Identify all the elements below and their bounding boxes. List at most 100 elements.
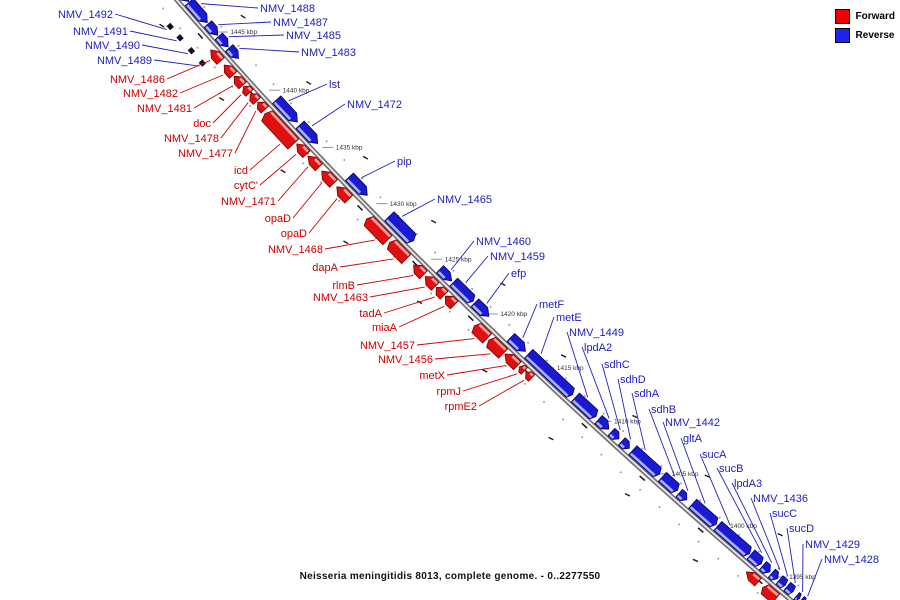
gene-glyph-nmv-1463[interactable] (424, 276, 440, 291)
gene-label-nmv-1485[interactable]: NMV_1485 (286, 30, 341, 42)
gene-label-metx[interactable]: metX (419, 370, 445, 382)
gene-glyph-rlmb[interactable] (413, 264, 428, 280)
gene-label-nmv-1481[interactable]: NMV_1481 (137, 103, 192, 115)
gene-glyph-cytc-[interactable] (296, 143, 311, 159)
gene-glyph-sdhb[interactable] (658, 471, 680, 494)
gene-label-nmv-1486[interactable]: NMV_1486 (110, 74, 165, 86)
gene-label-sucd[interactable]: sucD (789, 523, 814, 535)
gene-glyph-nmv-1481[interactable] (233, 75, 247, 90)
gene-label-sdha[interactable]: sdhA (634, 388, 660, 400)
gene-label-lst[interactable]: lst (329, 79, 340, 91)
gene-label-nmv-1492[interactable]: NMV_1492 (58, 9, 113, 21)
gene-label-nmv-1472[interactable]: NMV_1472 (347, 99, 402, 111)
gene-glyph-nmv-1471[interactable] (307, 155, 323, 172)
gene-label-sucb[interactable]: sucB (719, 463, 743, 475)
gene-label-nmv-1488[interactable]: NMV_1488 (260, 3, 315, 15)
gene-label-nmv-1490[interactable]: NMV_1490 (85, 40, 140, 52)
gene-glyph-opad[interactable] (321, 170, 338, 188)
gene-glyph-mete[interactable] (524, 348, 575, 398)
gene-glyph-nmv-1428[interactable] (799, 596, 807, 600)
gene-label-nmv-1487[interactable]: NMV_1487 (273, 17, 328, 29)
gene-glyph-nmv-1483[interactable] (224, 44, 239, 59)
gene-label-nmv-1468[interactable]: NMV_1468 (268, 244, 323, 256)
gene-label-nmv-1489[interactable]: NMV_1489 (97, 55, 152, 67)
gene-label-metf[interactable]: metF (539, 299, 564, 311)
gene-label-icd[interactable]: icd (234, 165, 248, 177)
gene-glyph-rpme2[interactable] (525, 371, 536, 382)
gene-label-cytc-[interactable]: cytC' (234, 180, 258, 192)
gene-glyph-nmv-1456[interactable] (486, 336, 509, 359)
gene-label-succ[interactable]: sucC (772, 508, 797, 520)
gene-glyph-nmv-1486[interactable] (210, 49, 225, 65)
gene-label-nmv-1482[interactable]: NMV_1482 (123, 88, 178, 100)
gene-label-nmv-1436[interactable]: NMV_1436 (753, 493, 808, 505)
gene-glyph-nmv-1460[interactable] (436, 265, 453, 282)
gene-glyph-nmv-1457[interactable] (471, 322, 493, 344)
gene-label-opad[interactable]: opaD (265, 213, 291, 225)
gene-glyph-nmv-1490[interactable] (187, 47, 196, 55)
gene-glyph-lst[interactable] (272, 95, 298, 123)
gene-glyph-nmv-1488[interactable] (184, 0, 208, 24)
gene-label-nmv-1449[interactable]: NMV_1449 (569, 327, 624, 339)
gene-glyph-glta[interactable] (688, 498, 719, 528)
gene-glyph-nmv-1491[interactable] (176, 34, 184, 42)
gene-label-nmv-1429[interactable]: NMV_1429 (805, 539, 860, 551)
gene-glyph-nmv-1472[interactable] (295, 120, 319, 144)
gene-glyph-nmv-1468[interactable] (363, 216, 393, 246)
gene-label-nmv-1442[interactable]: NMV_1442 (665, 417, 720, 429)
gene-label-nmv-1478[interactable]: NMV_1478 (164, 133, 219, 145)
gene-glyph-nmv-1487[interactable] (203, 20, 219, 36)
gene-label-opad[interactable]: opaD (281, 228, 307, 240)
gene-label-miaa[interactable]: miaA (372, 322, 398, 334)
gene-label-suca[interactable]: sucA (702, 449, 727, 461)
gene-label-lpda3[interactable]: lpdA3 (734, 478, 762, 490)
gene-label-rpmj[interactable]: rpmJ (437, 386, 461, 398)
gene-glyph-nmv-1492[interactable] (166, 22, 174, 31)
gene-glyph-unlabeled-56[interactable] (745, 571, 762, 587)
gene-glyph-nmv-1485[interactable] (214, 32, 229, 48)
gene-label-nmv-1428[interactable]: NMV_1428 (824, 554, 879, 566)
gene-label-efp[interactable]: efp (511, 268, 526, 280)
gene-glyph-nmv-1465[interactable] (384, 211, 417, 244)
gene-glyph-suca[interactable] (713, 521, 752, 557)
ruler-dot-l (338, 199, 341, 202)
gene-label-tada[interactable]: tadA (359, 308, 382, 320)
gene-glyph-nmv-1482[interactable] (223, 64, 238, 79)
gene-label-nmv-1477[interactable]: NMV_1477 (178, 148, 233, 160)
gene-label-nmv-1463[interactable]: NMV_1463 (313, 292, 368, 304)
gene-label-rpme2[interactable]: rpmE2 (445, 401, 477, 413)
gene-glyph-dapa[interactable] (386, 239, 412, 265)
gene-label-lpda2[interactable]: lpdA2 (584, 342, 612, 354)
gene-label-sdhd[interactable]: sdhD (620, 374, 646, 386)
gene-glyph-efp[interactable] (470, 298, 490, 317)
gene-label-rlmb[interactable]: rlmB (332, 280, 355, 292)
gene-glyph-unlabeled-0[interactable] (172, 0, 190, 2)
gene-glyph-nmv-1459[interactable] (449, 277, 476, 304)
gene-label-nmv-1483[interactable]: NMV_1483 (301, 47, 356, 59)
gene-label-nmv-1459[interactable]: NMV_1459 (490, 251, 545, 263)
gene-glyph-sdha[interactable] (628, 445, 662, 478)
gene-glyph-nmv-1449[interactable] (570, 392, 599, 420)
gene-label-nmv-1491[interactable]: NMV_1491 (73, 26, 128, 38)
gene-glyph-nmv-1429[interactable] (793, 592, 802, 600)
gene-label-sdhb[interactable]: sdhB (651, 404, 676, 416)
gene-glyph-nmv-1489[interactable] (198, 59, 206, 67)
gene-label-glta[interactable]: gltA (683, 433, 703, 445)
gene-glyph-icd[interactable] (261, 110, 300, 150)
gene-glyph-sucb[interactable] (746, 549, 764, 567)
gene-label-doc[interactable]: doc (193, 118, 211, 130)
gene-label-nmv-1460[interactable]: NMV_1460 (476, 236, 531, 248)
gene-label-nmv-1457[interactable]: NMV_1457 (360, 340, 415, 352)
gene-label-nmv-1471[interactable]: NMV_1471 (221, 196, 276, 208)
gene-label-sdhc[interactable]: sdhC (604, 359, 630, 371)
gene-label-dapa[interactable]: dapA (312, 262, 338, 274)
gene-label-mete[interactable]: metE (556, 312, 582, 324)
gene-label-nmv-1456[interactable]: NMV_1456 (378, 354, 433, 366)
gene-label-nmv-1465[interactable]: NMV_1465 (437, 194, 492, 206)
gene-label-pip[interactable]: pip (397, 156, 412, 168)
gene-glyph-pip[interactable] (345, 172, 368, 196)
gene-glyph-opad[interactable] (336, 186, 354, 204)
gene-glyph-metf[interactable] (506, 333, 526, 352)
gene-glyph-unlabeled-57[interactable] (760, 584, 781, 600)
gene-glyph-metx[interactable] (504, 353, 522, 371)
